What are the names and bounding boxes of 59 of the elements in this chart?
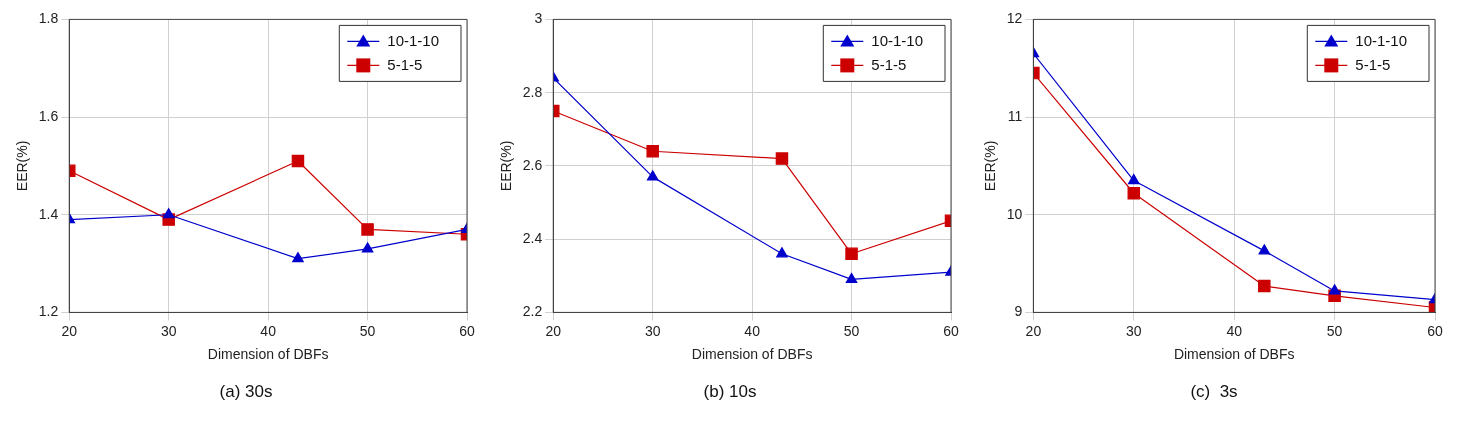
x-tick-label: 60 (943, 322, 959, 339)
x-tick-label: 50 (1326, 322, 1343, 339)
x-tick-label: 40 (1226, 322, 1243, 339)
point (1127, 186, 1141, 200)
y-tick-label: 1.6 (38, 107, 59, 124)
point (1328, 284, 1341, 295)
x-tick-label: 50 (843, 322, 860, 339)
point (291, 154, 305, 168)
x-tick-label: 60 (1427, 322, 1443, 339)
y-tick-label: 2.2 (522, 303, 543, 320)
y-tick-label: 1.4 (38, 205, 59, 222)
y-tick-label: 1.2 (38, 303, 59, 320)
x-tick-label: 60 (459, 322, 475, 339)
point (1258, 279, 1271, 293)
x-tick-label: 30 (1125, 322, 1142, 339)
x-tick-label: 30 (160, 322, 177, 339)
legend-label: 10-1-10 (871, 31, 923, 49)
point (646, 170, 659, 181)
y-tick-label: 11 (1007, 107, 1023, 124)
y-axis-title: EER(%) (14, 140, 31, 192)
legend-label: 10-1-10 (1355, 31, 1407, 49)
legend-label: 5-1-5 (871, 55, 907, 73)
x-tick-label: 40 (744, 322, 761, 339)
point (776, 247, 788, 258)
text: (a) 30s (219, 382, 273, 402)
y-tick-label: 3 (534, 10, 543, 27)
point (845, 272, 858, 284)
text: (b) 10s (703, 382, 757, 402)
y-tick-label: 2.4 (522, 230, 543, 247)
x-tick-label: 50 (359, 322, 376, 339)
point (646, 144, 659, 158)
x-axis-title: Dimension of DBFs (691, 346, 813, 363)
point (292, 252, 304, 263)
y-tick-label: 10 (1006, 205, 1023, 222)
text: (c) 3s (1190, 382, 1238, 402)
y-tick-label: 2.8 (522, 83, 543, 100)
x-tick-label: 20 (61, 322, 78, 339)
y-axis-title: EER(%) (498, 140, 515, 192)
legend-label: 5-1-5 (387, 55, 423, 73)
y-axis-title: EER(%) (982, 140, 999, 192)
x-tick-label: 40 (260, 322, 277, 339)
y-tick-label: 2.6 (522, 156, 543, 173)
x-tick-label: 30 (644, 322, 661, 339)
x-tick-label: 20 (545, 322, 562, 339)
legend-label: 5-1-5 (1355, 55, 1391, 73)
point (775, 152, 789, 165)
y-tick-label: 1.8 (38, 10, 59, 27)
point (1127, 173, 1140, 185)
x-axis-title: Dimension of DBFs (1173, 346, 1295, 363)
x-tick-label: 20 (1025, 322, 1042, 339)
x-axis-title: Dimension of DBFs (207, 346, 329, 363)
point (1258, 244, 1271, 255)
y-tick-label: 9 (1014, 303, 1023, 320)
legend-label: 10-1-10 (387, 31, 439, 49)
point (361, 223, 374, 236)
point (845, 247, 858, 261)
point (162, 208, 175, 219)
point (361, 242, 374, 253)
y-tick-label: 12 (1006, 10, 1023, 27)
